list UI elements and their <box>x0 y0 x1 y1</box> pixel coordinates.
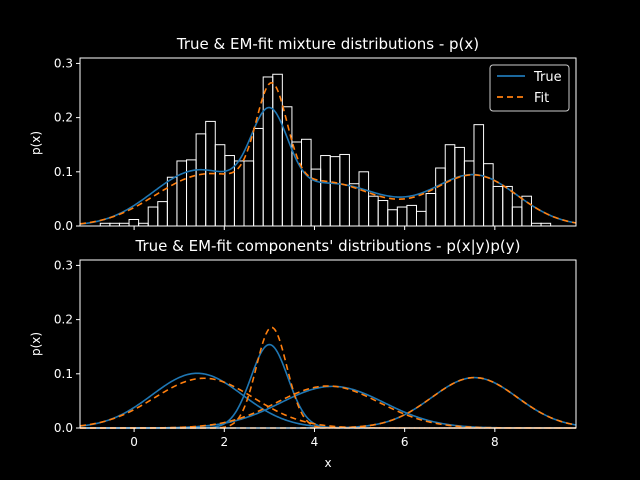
xtick-label: 6 <box>401 435 409 449</box>
bottom-chart-yticks: 0.0 0.1 0.2 0.3 <box>54 258 80 435</box>
top-chart: True & EM-fit mixture distributions - p(… <box>29 35 577 233</box>
top-chart-ylabel: p(x) <box>29 131 43 155</box>
ytick-label: 0.1 <box>54 165 73 179</box>
xtick-label: 0 <box>130 435 138 449</box>
ytick-label: 0.0 <box>54 421 73 435</box>
legend-true-label: True <box>533 70 562 85</box>
mixture-line-fit <box>79 82 577 225</box>
ytick-label: 0.2 <box>54 111 73 125</box>
ytick-label: 0.1 <box>54 367 73 381</box>
mixture-line-true <box>79 106 577 225</box>
legend: True Fit <box>489 64 570 112</box>
top-chart-title: True & EM-fit mixture distributions - p(… <box>176 35 479 53</box>
top-chart-xticks <box>133 226 496 230</box>
xtick-label: 4 <box>311 435 319 449</box>
bottom-chart-xticks: 0 2 4 6 8 <box>130 428 499 449</box>
ytick-label: 0.3 <box>54 56 73 70</box>
ytick-label: 0.0 <box>54 219 73 233</box>
bottom-chart: True & EM-fit components' distributions … <box>29 237 577 470</box>
top-chart-lines <box>79 82 577 225</box>
xtick-label: 8 <box>491 435 499 449</box>
top-chart-frame <box>79 57 577 227</box>
ytick-label: 0.3 <box>54 258 73 272</box>
legend-fit-label: Fit <box>534 91 549 106</box>
xtick-label: 2 <box>220 435 228 449</box>
ytick-label: 0.2 <box>54 313 73 327</box>
top-chart-yticks: 0.0 0.1 0.2 0.3 <box>54 56 80 233</box>
bottom-chart-ylabel: p(x) <box>29 332 43 356</box>
bottom-chart-xlabel: x <box>324 456 331 470</box>
bottom-chart-title: True & EM-fit components' distributions … <box>135 237 521 255</box>
bottom-chart-frame <box>79 259 577 429</box>
